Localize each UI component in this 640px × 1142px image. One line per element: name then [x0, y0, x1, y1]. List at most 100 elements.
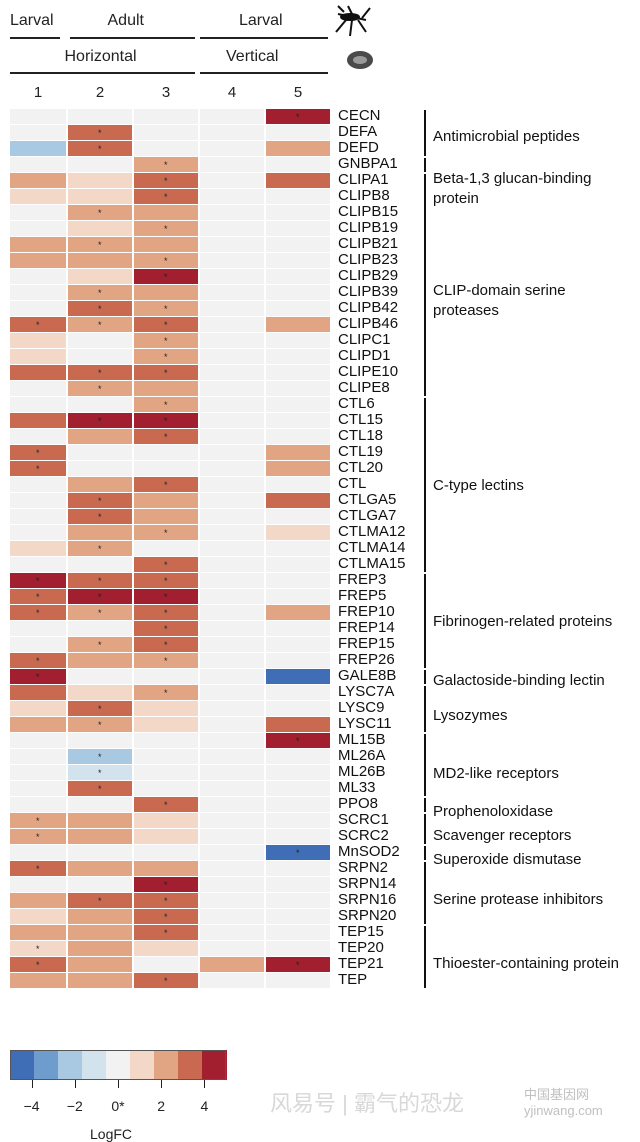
heatmap-cell [68, 733, 132, 748]
significance-star: * [296, 848, 300, 858]
heatmap-cell [200, 909, 264, 924]
heatmap-cell [134, 573, 198, 588]
heatmap-cell [134, 141, 198, 156]
heatmap-cell [134, 765, 198, 780]
heatmap-cell [200, 685, 264, 700]
heatmap-cell [266, 845, 330, 860]
heatmap-cell [134, 557, 198, 572]
significance-star: * [296, 736, 300, 746]
heatmap-cell [68, 365, 132, 380]
heatmap-cell [200, 477, 264, 492]
group-bracket [424, 158, 426, 172]
significance-star: * [164, 800, 168, 810]
gene-label: SRPN2 [338, 859, 389, 876]
heatmap-cell [200, 653, 264, 668]
group-bracket [424, 670, 426, 684]
heatmap-cell [200, 973, 264, 988]
heatmap-cell [134, 861, 198, 876]
heatmap-cell [266, 141, 330, 156]
gene-label: CLIPA1 [338, 171, 389, 188]
heatmap-cell [10, 237, 66, 252]
gene-label: DEFA [338, 123, 378, 140]
heatmap-cell [266, 269, 330, 284]
heatmap-cell [10, 285, 66, 300]
heatmap-cell [68, 221, 132, 236]
heatmap-cell [200, 141, 264, 156]
heatmap-cell [266, 717, 330, 732]
heatmap-cell [266, 749, 330, 764]
heatmap-cell [266, 205, 330, 220]
significance-star: * [98, 304, 102, 314]
heatmap-cell [134, 237, 198, 252]
heatmap-cell [10, 333, 66, 348]
heatmap-cell [200, 893, 264, 908]
heatmap-cell [266, 525, 330, 540]
heatmap-cell [200, 461, 264, 476]
significance-star: * [296, 960, 300, 970]
significance-star: * [164, 176, 168, 186]
heatmap-cell [200, 877, 264, 892]
heatmap-cell [134, 621, 198, 636]
significance-star: * [164, 336, 168, 346]
group-label: Prophenoloxidase [433, 803, 554, 821]
legend-swatch [34, 1050, 59, 1080]
heatmap-cell [200, 669, 264, 684]
legend-tick [74, 1080, 76, 1088]
heatmap-cell [68, 845, 132, 860]
legend-title: LogFC [90, 1126, 133, 1142]
heatmap-cell [134, 221, 198, 236]
significance-star: * [98, 368, 102, 378]
heatmap-cell [10, 749, 66, 764]
column-number: 2 [95, 84, 105, 101]
heatmap-cell [10, 941, 66, 956]
significance-star: * [98, 496, 102, 506]
gene-label: GALE8B [338, 667, 397, 684]
gene-label: FREP14 [338, 619, 395, 636]
heatmap-cell [266, 349, 330, 364]
heatmap-cell [266, 957, 330, 972]
gene-label: CLIPB15 [338, 203, 399, 220]
significance-star: * [98, 608, 102, 618]
heatmap-cell [266, 653, 330, 668]
gene-label: CLIPB8 [338, 187, 390, 204]
heatmap-cell [200, 285, 264, 300]
heatmap-cell [134, 461, 198, 476]
heatmap-cell [200, 237, 264, 252]
heatmap-cell [68, 621, 132, 636]
heatmap-cell [68, 573, 132, 588]
heatmap-cell [134, 813, 198, 828]
significance-star: * [98, 784, 102, 794]
significance-star: * [164, 224, 168, 234]
heatmap-cell [134, 205, 198, 220]
significance-star: * [98, 640, 102, 650]
heatmap-cell [200, 157, 264, 172]
gene-label: CTL15 [338, 411, 384, 428]
significance-star: * [164, 256, 168, 266]
significance-star: * [164, 432, 168, 442]
significance-star: * [164, 400, 168, 410]
significance-star: * [164, 352, 168, 362]
heatmap-cell [134, 685, 198, 700]
heatmap-cell [266, 797, 330, 812]
heatmap-cell [10, 381, 66, 396]
heatmap-cell [266, 685, 330, 700]
group-label: Thioester-containing protein [433, 955, 619, 973]
heatmap-cell [10, 589, 66, 604]
heatmap-cell [68, 925, 132, 940]
heatmap-cell [10, 701, 66, 716]
gene-label: FREP26 [338, 651, 395, 668]
heatmap-cell [200, 397, 264, 412]
heatmap-cell [200, 509, 264, 524]
heatmap-cell [68, 317, 132, 332]
heatmap-cell [134, 445, 198, 460]
heatmap-cell [68, 541, 132, 556]
heatmap-cell [10, 109, 66, 124]
gene-label: FREP15 [338, 635, 395, 652]
heatmap-cell [68, 349, 132, 364]
header-life-stage: Larval [239, 12, 283, 29]
group-bracket [424, 734, 426, 796]
heatmap-cell [266, 381, 330, 396]
heatmap-cell [200, 429, 264, 444]
heatmap-cell [134, 365, 198, 380]
heatmap-cell [200, 637, 264, 652]
